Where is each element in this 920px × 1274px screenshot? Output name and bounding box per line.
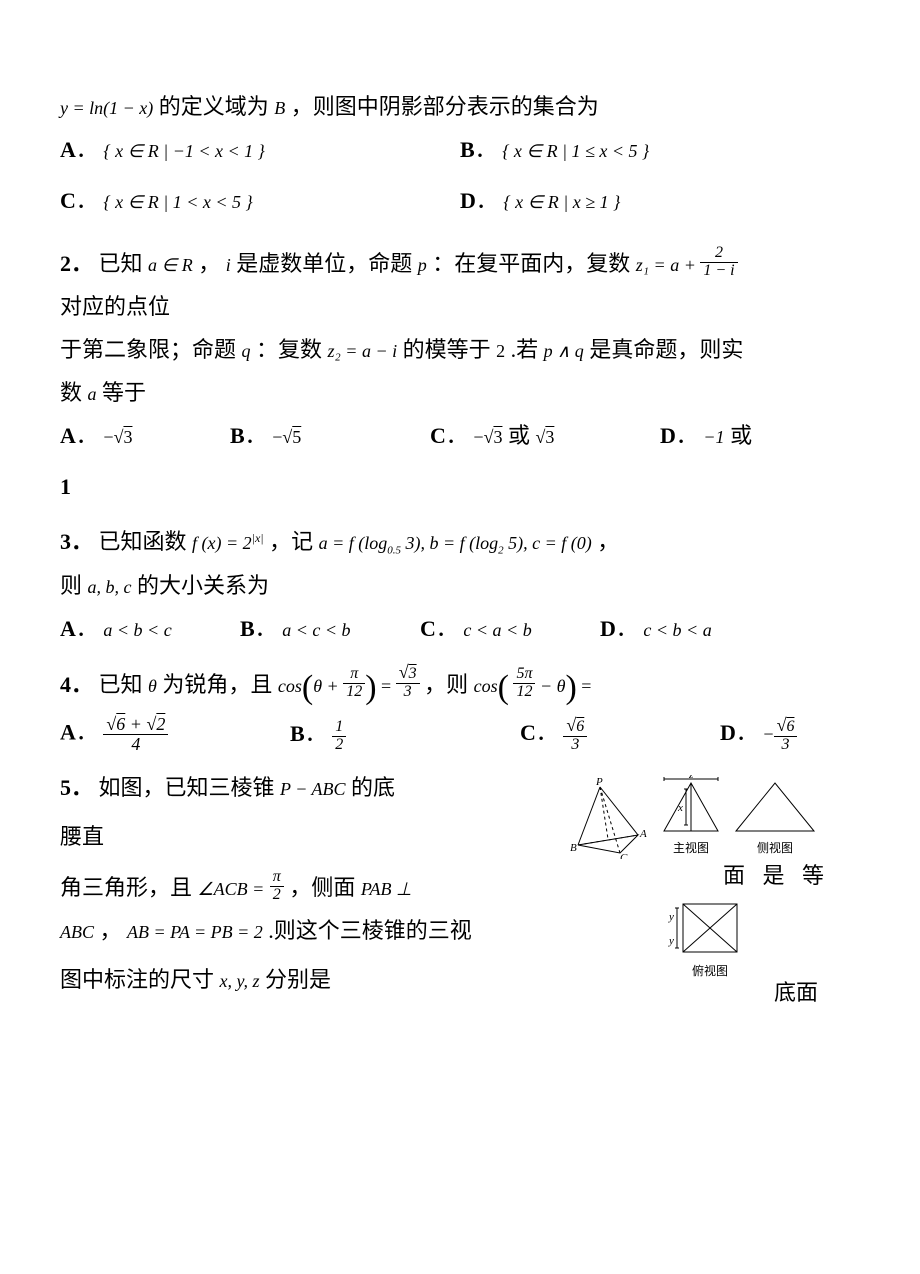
q1-choices-row1: A． { x ∈ R | −1 < x < 1 } B． { x ∈ R | 1… (60, 133, 860, 166)
svg-text:y: y (668, 935, 674, 947)
q5-line3: 角三角形，且 ∠ACB = π2 ，侧面 PAB ⊥ (60, 869, 550, 904)
q4-cos2: cos( 5π12 − θ) = (474, 676, 592, 696)
q5-block: 5． 如图，已知三棱锥 P − ABC 的底 腰直 角三角形，且 ∠ACB = … (60, 771, 860, 1012)
q1-math-domain: y = ln(1 − x) (60, 98, 153, 118)
q2-choices: A． −√3 B． −√5 C． −√3 或 √3 D． −1 或 (60, 419, 860, 452)
q5-line1: 5． 如图，已知三棱锥 P − ABC 的底 (60, 771, 550, 804)
svg-text:P: P (595, 776, 603, 788)
q4-line1: 4． 已知 θ 为锐角，且 cos(θ + π12) = √33 ，则 cos(… (60, 663, 860, 701)
q2-z1-frac: 21 − i (700, 245, 737, 280)
q3-fx: f (x) = 2|x| (192, 533, 264, 553)
svg-text:x: x (677, 802, 683, 814)
q4-cos1: cos(θ + π12) = √33 (278, 676, 424, 696)
q3-choice-A: a < b < c (103, 620, 171, 640)
q1-choices-row2: C． { x ∈ R | 1 < x < 5 } D． { x ∈ R | x … (60, 184, 860, 217)
q2-choice-A: −√3 (103, 427, 132, 447)
q5-fig-top: y y 俯视图 (665, 892, 755, 980)
q3-line2: 则 a, b, c 的大小关系为 (60, 569, 860, 602)
q2-line2: 对应的点位 (60, 290, 860, 323)
q2-choice-D-line2: 1 (60, 470, 860, 503)
q4-choices: A． √6 + √2 4 B． 12 C． √63 D． −√63 (60, 715, 860, 754)
q2-line1: 2． 已知 a ∈ R ， i 是虚数单位，命题 p ：在复平面内，复数 z₁ … (60, 245, 860, 280)
q4-choice-D: √63 (774, 716, 798, 754)
q3-choice-D: c < b < a (643, 620, 711, 640)
svg-text:A: A (639, 828, 647, 840)
q5-fig-3d: P B A C (560, 771, 652, 859)
q5-fig-side: 侧视图 (730, 771, 820, 859)
svg-text:C: C (620, 852, 628, 859)
q5-line2: 腰直 (60, 820, 550, 853)
q1-choice-A: { x ∈ R | −1 < x < 1 } (103, 141, 264, 161)
q1-choice-D: { x ∈ R | x ≥ 1 } (503, 192, 620, 212)
q2-choice-C: −√3 (473, 427, 502, 447)
svg-text:y: y (668, 911, 674, 923)
q3-choices: A． a < b < c B． a < c < b C． c < a < b D… (60, 612, 860, 645)
q3-choice-B: a < c < b (282, 620, 350, 640)
q2-line4: 数 a 等于 (60, 376, 860, 409)
q4-choice-C: √63 (563, 716, 587, 754)
svg-text:z: z (688, 775, 694, 781)
q3-abc-def: a = f (log0.5 3), b = f (log2 5), c = f … (319, 533, 592, 553)
q3-line1: 3． 已知函数 f (x) = 2|x| ，记 a = f (log0.5 3)… (60, 525, 860, 559)
q3-choice-C: c < a < b (463, 620, 531, 640)
q2-choice-B: −√5 (272, 427, 301, 447)
svg-text:B: B (570, 842, 577, 854)
q1-choice-B: { x ∈ R | 1 ≤ x < 5 } (502, 141, 649, 161)
q2-line3: 于第二象限；命题 q ：复数 z₂ = a − i 的模等于 2 .若 p ∧ … (60, 333, 860, 366)
q4-choice-B: 12 (332, 719, 346, 754)
q1-stem: y = ln(1 − x) 的定义域为 B ，则图中阴影部分表示的集合为 (60, 90, 860, 123)
q5-line4: ABC ， AB = PA = PB = 2 .则这个三棱锥的三视 (60, 914, 550, 947)
q5-line5: 图中标注的尺寸 x, y, z 分别是 (60, 963, 550, 996)
q1-choice-C: { x ∈ R | 1 < x < 5 } (103, 192, 252, 212)
q5-right-col: P B A C (560, 771, 860, 1009)
q5-fig-front: z x 主视图 (656, 771, 726, 859)
q4-choice-A: √6 + √2 4 (103, 715, 168, 754)
